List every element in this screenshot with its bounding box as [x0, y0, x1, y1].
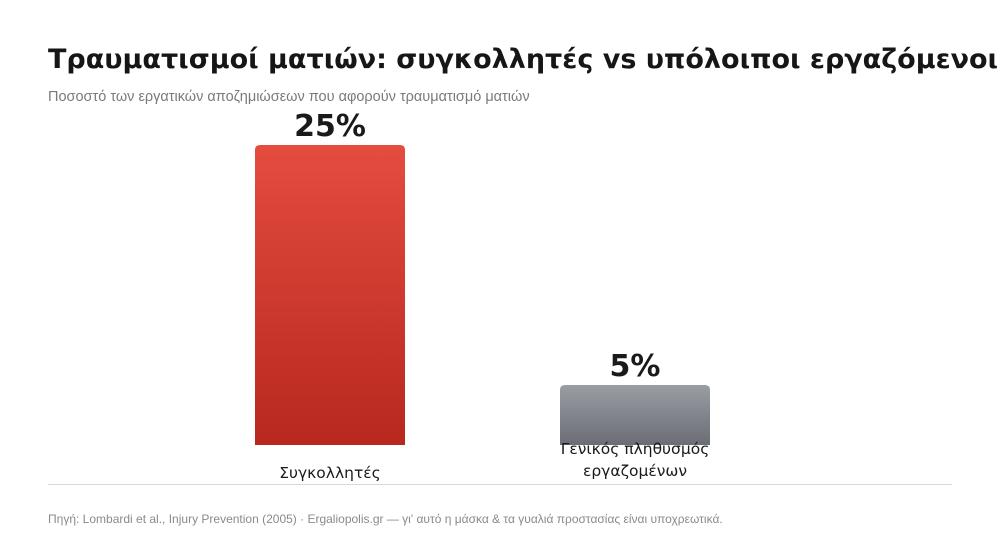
value-label-2: 5% — [610, 349, 661, 384]
category-label-2: εργαζομένων — [583, 462, 687, 480]
bar-1 — [255, 145, 405, 445]
chart-title: Τραυματισμοί ματιών: συγκολλητές vs υπόλ… — [48, 44, 999, 75]
bar-2 — [560, 385, 710, 445]
category-label-1: Συγκολλητές — [279, 464, 381, 482]
value-label-1: 25% — [294, 109, 366, 144]
category-label-2: Γενικός πληθυσμός — [561, 440, 710, 458]
chart-subtitle: Ποσοστό των εργατικών αποζημιώσεων που α… — [48, 89, 530, 105]
source-note: Πηγή: Lombardi et al., Injury Prevention… — [48, 512, 723, 526]
